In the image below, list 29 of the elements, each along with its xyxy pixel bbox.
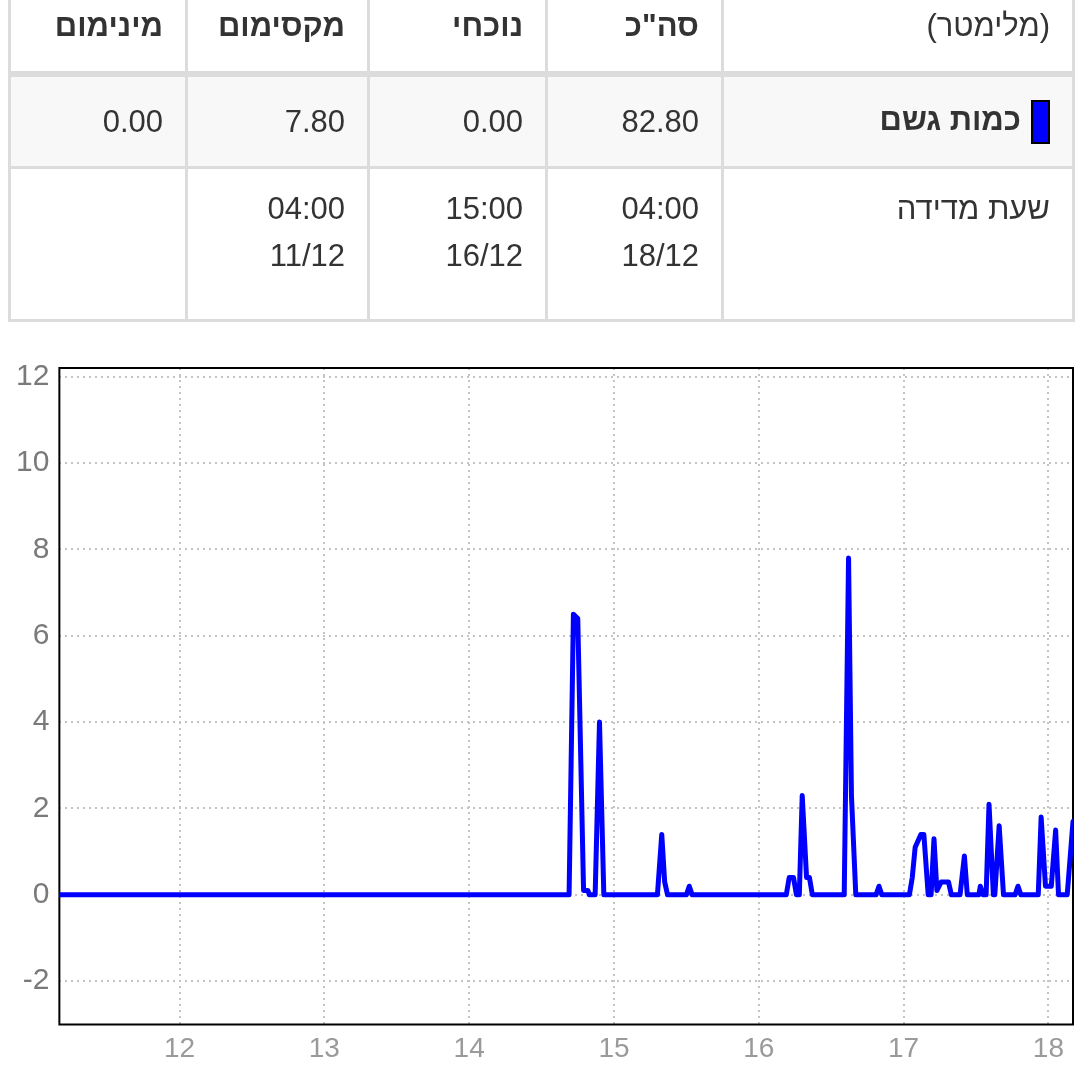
y-tick-label: 8 (32, 530, 50, 564)
text: (מלימטר) (926, 8, 1050, 43)
category-label: כמות גשם (879, 101, 1021, 137)
y-tick-label: 10 (15, 444, 50, 478)
text: 0.00 (102, 103, 163, 139)
category-label: נוכחי (368, 0, 547, 74)
text: 04:00 18/12 (621, 191, 699, 273)
text: 82.80 (621, 103, 699, 139)
y-tick-label: 4 (32, 703, 50, 737)
y-tick-label: 6 (32, 617, 50, 651)
category-label: מינימום (9, 0, 187, 74)
y-tick-label: 12 (15, 357, 50, 391)
x-tick-label: 14 (453, 1031, 485, 1063)
category-label: מקסימום (186, 0, 369, 74)
y-tick-label: 2 (32, 789, 50, 823)
x-tick-label: 12 (163, 1031, 196, 1063)
category-label: שעת מדידה (896, 191, 1050, 226)
x-tick-label: 16 (743, 1031, 775, 1063)
y-tick-label: -2 (22, 962, 50, 996)
x-tick-label: 13 (308, 1031, 340, 1063)
text: 0.00 (462, 103, 523, 139)
y-tick-label: 0 (32, 876, 50, 910)
x-tick-label: 18 (1032, 1031, 1064, 1063)
x-tick-label: 15 (598, 1031, 630, 1063)
category-label: סה"כ (546, 0, 723, 74)
text: 15:00 16/12 (445, 191, 523, 273)
text: 7.80 (284, 103, 345, 139)
x-tick-label: 17 (888, 1031, 920, 1063)
text: 04:00 11/12 (267, 191, 345, 273)
